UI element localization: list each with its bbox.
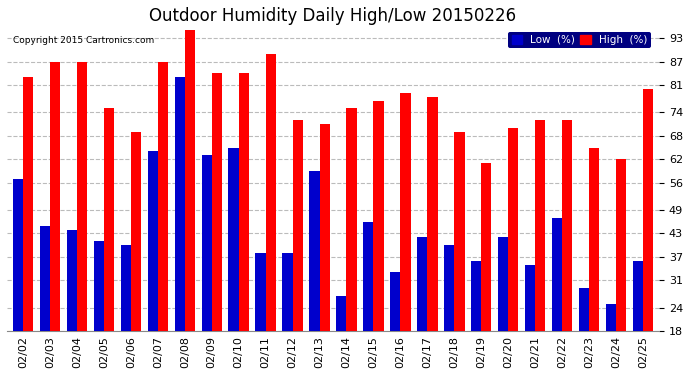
Bar (373, 101, 384, 331)
Bar (454, 132, 464, 331)
Bar (175, 77, 185, 331)
Bar (525, 265, 535, 331)
Bar (131, 132, 141, 331)
Bar (77, 62, 87, 331)
Bar (633, 261, 643, 331)
Bar (579, 288, 589, 331)
Text: Copyright 2015 Cartronics.com: Copyright 2015 Cartronics.com (14, 36, 155, 45)
Bar (363, 222, 373, 331)
Bar (239, 74, 249, 331)
Bar (282, 253, 293, 331)
Bar (471, 261, 481, 331)
Bar (319, 124, 330, 331)
Bar (481, 163, 491, 331)
Bar (498, 237, 508, 331)
Bar (228, 147, 239, 331)
Bar (643, 89, 653, 331)
Bar (417, 237, 427, 331)
Bar (158, 62, 168, 331)
Bar (444, 245, 454, 331)
Bar (50, 62, 60, 331)
Bar (589, 147, 599, 331)
Bar (508, 128, 518, 331)
Bar (255, 253, 266, 331)
Bar (94, 241, 104, 331)
Bar (552, 218, 562, 331)
Bar (346, 108, 357, 331)
Bar (185, 30, 195, 331)
Bar (23, 77, 33, 331)
Bar (148, 152, 158, 331)
Bar (212, 74, 222, 331)
Bar (309, 171, 319, 331)
Bar (121, 245, 131, 331)
Bar (266, 54, 276, 331)
Bar (390, 273, 400, 331)
Legend: Low  (%), High  (%): Low (%), High (%) (509, 32, 651, 48)
Bar (535, 120, 545, 331)
Bar (201, 155, 212, 331)
Title: Outdoor Humidity Daily High/Low 20150226: Outdoor Humidity Daily High/Low 20150226 (150, 7, 517, 25)
Bar (562, 120, 572, 331)
Bar (67, 230, 77, 331)
Bar (616, 159, 627, 331)
Bar (336, 296, 346, 331)
Bar (606, 304, 616, 331)
Bar (400, 93, 411, 331)
Bar (40, 226, 50, 331)
Bar (293, 120, 303, 331)
Bar (104, 108, 115, 331)
Bar (427, 97, 437, 331)
Bar (13, 179, 23, 331)
